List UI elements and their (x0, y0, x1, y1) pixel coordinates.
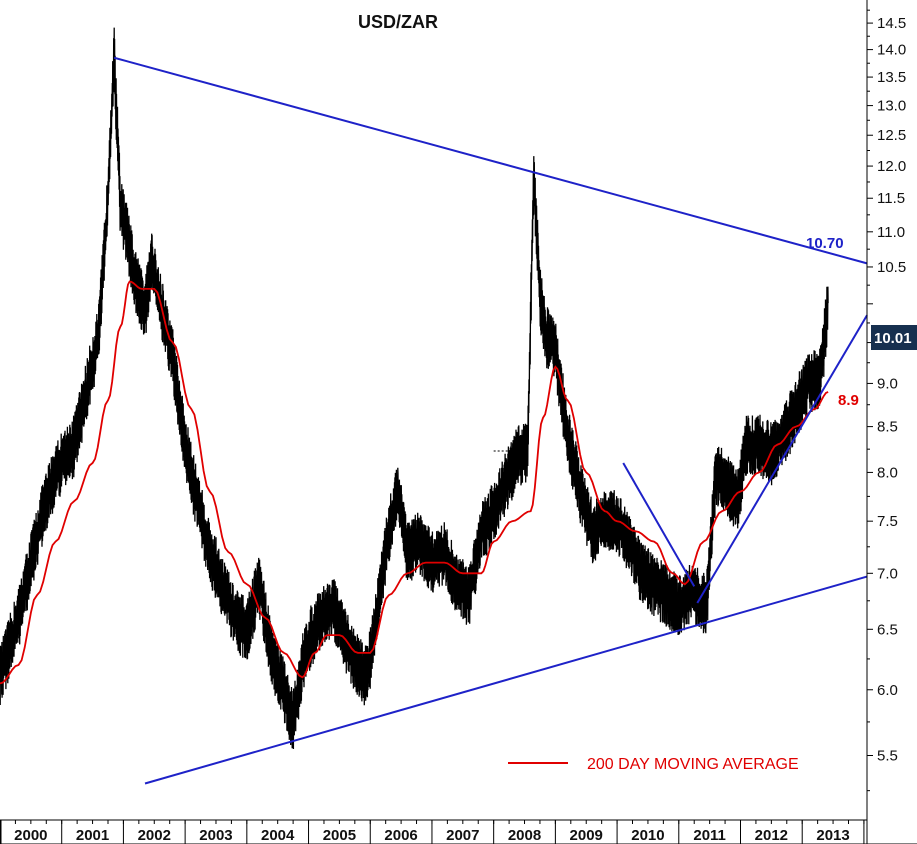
price-series-line (0, 27, 829, 750)
y-tick-label-5.5: 5.5 (877, 748, 898, 765)
x-tick-label-2012: 2012 (755, 827, 788, 844)
x-tick-label-2004: 2004 (261, 827, 295, 844)
x-tick-label-2008: 2008 (508, 827, 541, 844)
y-tick-label-9.0: 9.0 (877, 375, 898, 392)
y-tick-label-13.0: 13.0 (877, 98, 906, 115)
y-tick-label-7.5: 7.5 (877, 513, 898, 530)
annotation-ma-value: 8.9 (838, 392, 859, 409)
x-tick-label-2011: 2011 (693, 827, 726, 844)
y-tick-label-7.0: 7.0 (877, 565, 898, 582)
y-tick-label-14.5: 14.5 (877, 15, 906, 32)
legend-label-ma: 200 DAY MOVING AVERAGE (587, 756, 799, 773)
series-layer (0, 27, 829, 750)
x-tick-label-2013: 2013 (816, 827, 849, 844)
y-tick-label-12.5: 12.5 (877, 127, 906, 144)
chart-title: USD/ZAR (358, 12, 438, 32)
x-tick-label-2006: 2006 (384, 827, 417, 844)
x-tick-label-2010: 2010 (631, 827, 664, 844)
y-tick-label-14.0: 14.0 (877, 42, 906, 59)
x-tick-label-2007: 2007 (446, 827, 479, 844)
x-tick-label-2005: 2005 (323, 827, 356, 844)
trendline-lower-support (144, 575, 868, 785)
x-tick-label-2002: 2002 (138, 827, 171, 844)
x-tick-label-2001: 2001 (76, 827, 109, 844)
y-tick-label-11.5: 11.5 (877, 190, 905, 207)
last-value-text: 10.01 (874, 330, 912, 347)
y-tick-label-6.0: 6.0 (877, 682, 898, 699)
x-tick-label-2003: 2003 (199, 827, 232, 844)
moving-average-line (0, 280, 829, 685)
trendline-upper-resistance (113, 56, 868, 265)
x-tick-label-2009: 2009 (570, 827, 603, 844)
y-tick-label-6.5: 6.5 (877, 621, 898, 638)
trendline-falling-line (622, 462, 696, 587)
y-tick-label-10.5: 10.5 (877, 259, 906, 276)
last-value-badge (871, 325, 917, 350)
trendline-layer (113, 56, 868, 785)
trendline-steep-support (696, 314, 868, 604)
x-tick-label-2000: 2000 (14, 827, 47, 844)
y-tick-label-13.5: 13.5 (877, 69, 906, 86)
y-tick-label-11.0: 11.0 (877, 224, 905, 241)
annotation-resistance-value: 10.70 (806, 235, 844, 252)
y-tick-label-12.0: 12.0 (877, 158, 906, 175)
y-tick-label-8.5: 8.5 (877, 419, 898, 436)
y-tick-label-8.0: 8.0 (877, 464, 898, 481)
